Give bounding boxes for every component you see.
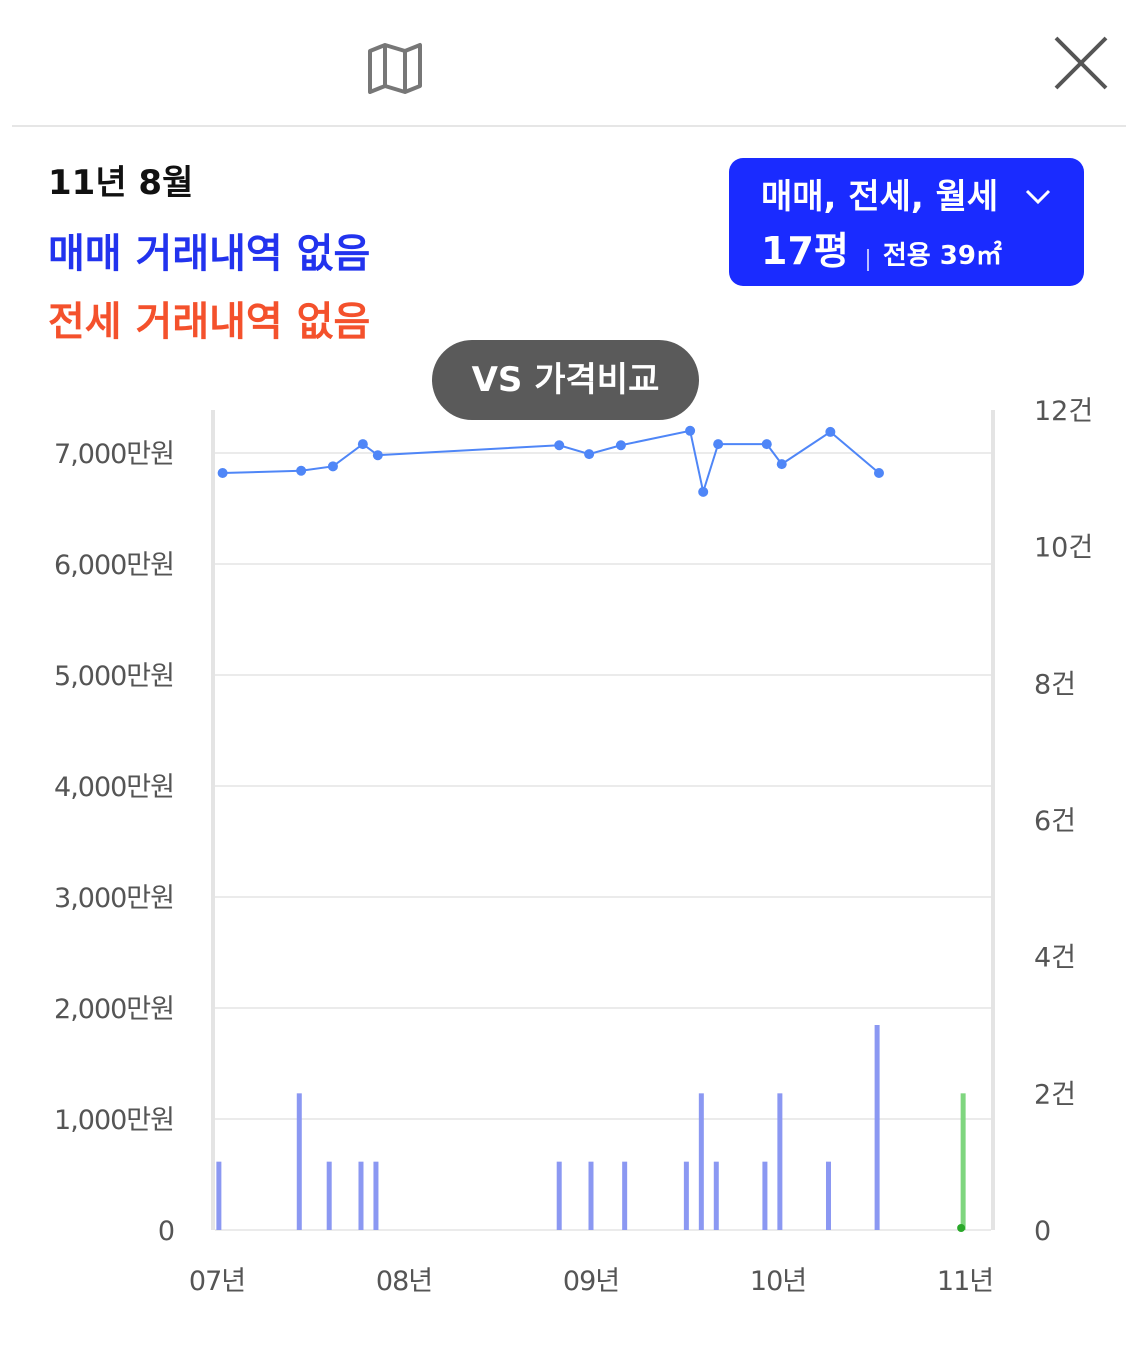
- price-point: [698, 486, 709, 497]
- right-tick-label: 10건: [1034, 533, 1093, 564]
- top-bar: [0, 0, 1138, 127]
- volume-bar: [825, 1161, 831, 1230]
- filter-button[interactable]: 매매, 전세, 월세 17평 전용 39㎡: [729, 158, 1084, 286]
- volume-bar: [588, 1161, 594, 1230]
- close-icon[interactable]: [1050, 32, 1112, 94]
- x-tick-label: 09년: [563, 1266, 619, 1297]
- size-separator: [866, 248, 869, 271]
- left-tick-label: 7,000만원: [54, 439, 174, 470]
- x-tick-label: 11년: [937, 1266, 993, 1297]
- filter-size: 17평 전용 39㎡: [761, 226, 1084, 276]
- left-tick-label: 5,000만원: [54, 661, 174, 692]
- transaction-info: 11년 8월 매매 거래내역 없음 전세 거래내역 없음: [48, 160, 370, 350]
- left-tick-label: 1,000만원: [54, 1105, 174, 1136]
- sale-status: 매매 거래내역 없음: [48, 231, 371, 277]
- current-volume-bar: [960, 1093, 966, 1230]
- price-point: [584, 449, 595, 460]
- price-point: [217, 467, 228, 478]
- price-point: [357, 439, 368, 450]
- left-tick-label: 4,000만원: [54, 772, 174, 803]
- filter-types: 매매, 전세, 월세: [761, 177, 999, 217]
- right-tick-label: 12건: [1034, 396, 1093, 427]
- chevron-down-icon: [1025, 189, 1051, 205]
- price-point: [296, 465, 307, 476]
- right-tick-label: 8건: [1034, 669, 1076, 700]
- price-point: [554, 440, 565, 451]
- volume-bar: [373, 1161, 379, 1230]
- right-tick-label: 4건: [1034, 943, 1076, 974]
- left-tick-label: 0: [158, 1216, 174, 1247]
- volume-bar: [683, 1161, 689, 1230]
- volume-bar: [622, 1161, 628, 1230]
- exclusive-area: 전용 39㎡: [882, 241, 1002, 271]
- selected-date: 11년 8월: [48, 163, 194, 203]
- current-volume-dot: [957, 1224, 966, 1232]
- price-point: [873, 467, 884, 478]
- volume-bar: [216, 1161, 222, 1230]
- volume-bar: [556, 1161, 562, 1230]
- price-point: [776, 459, 787, 470]
- left-tick-label: 6,000만원: [54, 550, 174, 581]
- price-point: [372, 450, 383, 461]
- volume-bar: [762, 1161, 768, 1230]
- left-tick-label: 3,000만원: [54, 883, 174, 914]
- price-chart: 0 1,000만원 2,000만원 3,000만원 4,000만원 5,000만원 6,00…: [54, 396, 1093, 1297]
- vs-compare-button[interactable]: VS 가격비교: [432, 340, 699, 420]
- right-tick-label: 2건: [1034, 1079, 1076, 1110]
- map-icon[interactable]: [366, 42, 424, 94]
- volume-bar: [777, 1093, 783, 1230]
- price-point: [685, 425, 696, 436]
- x-tick-label: 10년: [750, 1266, 806, 1297]
- volume-bar: [358, 1161, 364, 1230]
- left-tick-label: 2,000만원: [54, 994, 174, 1025]
- volume-bar: [296, 1093, 302, 1230]
- price-point: [327, 461, 338, 472]
- price-point: [615, 440, 626, 451]
- volume-bar: [326, 1161, 332, 1230]
- right-tick-label: 0: [1034, 1216, 1051, 1247]
- volume-bar: [713, 1161, 719, 1230]
- volume-bar: [874, 1025, 880, 1230]
- x-tick-label: 07년: [189, 1266, 245, 1297]
- header-divider: [12, 125, 1126, 127]
- price-point: [713, 439, 724, 450]
- x-tick-label: 08년: [376, 1266, 432, 1297]
- pyeong-value: 17평: [761, 229, 849, 273]
- price-point: [761, 439, 772, 450]
- price-point: [825, 426, 836, 437]
- right-tick-label: 6건: [1034, 806, 1076, 837]
- volume-bar: [698, 1093, 704, 1230]
- jeonse-status: 전세 거래내역 없음: [48, 299, 371, 345]
